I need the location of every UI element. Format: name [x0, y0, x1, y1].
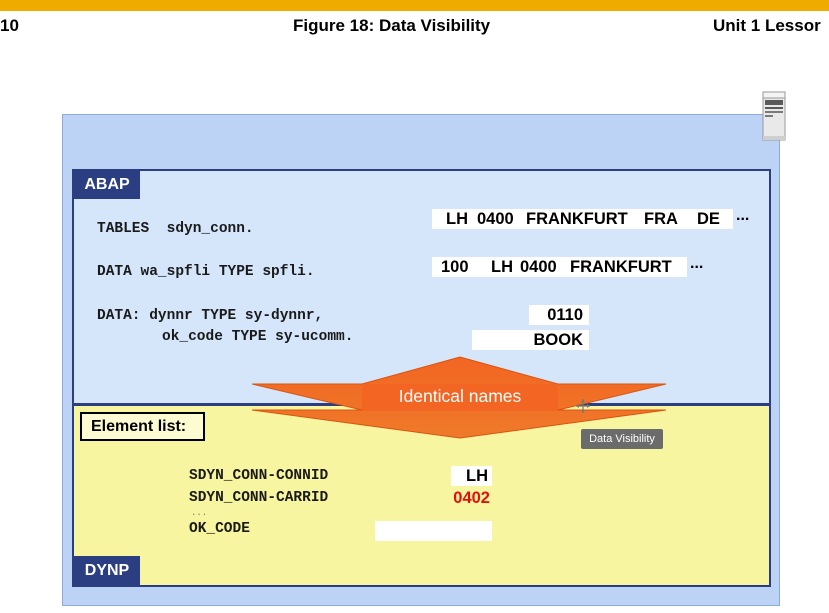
abap-row2-value: 100 — [441, 257, 469, 277]
unit-lesson-label: Unit 1 Lessor — [713, 16, 821, 35]
field-connid-name: SDYN_CONN-CONNID — [189, 468, 329, 484]
abap-tag: ABAP — [74, 171, 140, 199]
field-okcode-name: OK_CODE — [189, 521, 250, 537]
abap-row1-value: FRA — [644, 209, 678, 229]
field-carrid-value: 0402 — [453, 489, 490, 507]
abap-row1-value: 0400 — [477, 209, 514, 229]
abap-row2-more: ... — [690, 255, 704, 272]
abap-dynnr-value: 0110 — [529, 305, 589, 325]
field-okcode-value — [375, 521, 492, 541]
abap-okcode-value: BOOK — [472, 330, 589, 350]
move-cursor-icon — [576, 399, 590, 413]
abap-row2-value: LH — [491, 257, 513, 277]
abap-row2-value: FRANKFURT — [570, 257, 672, 277]
field-connid-value: LH — [451, 466, 492, 486]
server-icon — [762, 91, 786, 141]
abap-row1-more: ... — [736, 207, 750, 224]
field-ellipsis: ... — [191, 508, 208, 518]
code-tables: TABLES sdyn_conn. — [97, 221, 254, 237]
field-carrid-name: SDYN_CONN-CARRID — [189, 490, 329, 506]
dynp-tag: DYNP — [74, 556, 140, 585]
abap-row1-value: FRANKFURT — [526, 209, 628, 229]
code-data-dynnr: DATA: dynnr TYPE sy-dynnr, — [97, 308, 324, 324]
element-list-title: Element list: — [80, 412, 205, 441]
page-number: 10 — [0, 16, 19, 35]
code-data-wa: DATA wa_spfli TYPE spfli. — [97, 264, 315, 280]
abap-row1-value: LH — [446, 209, 468, 229]
code-data-okcode: ok_code TYPE sy-ucomm. — [162, 329, 354, 345]
identical-names-label: Identical names — [398, 386, 522, 406]
figure-title: Figure 18: Data Visibility — [293, 16, 491, 35]
abap-panel — [72, 169, 771, 405]
abap-row2-value: 0400 — [520, 257, 557, 277]
data-visibility-tooltip: Data Visibility — [581, 429, 663, 449]
top-accent-bar — [0, 0, 829, 11]
abap-row1-value: DE — [697, 209, 720, 229]
